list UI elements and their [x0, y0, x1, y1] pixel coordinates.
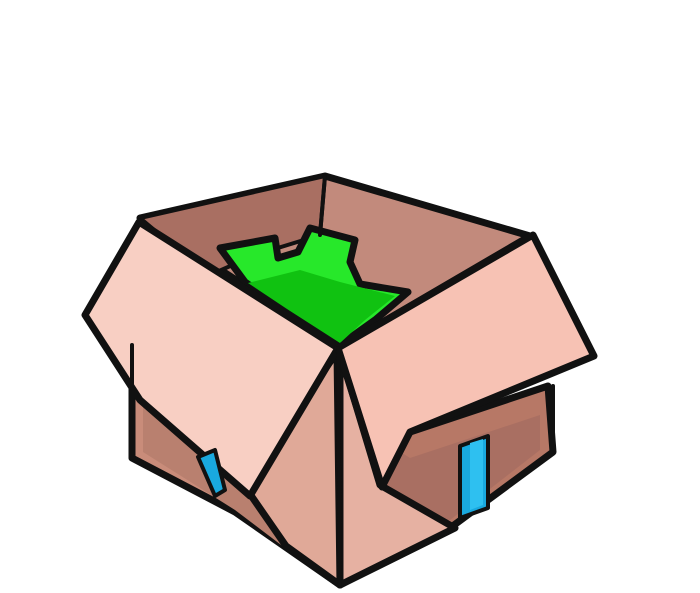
- box-flap-right: [334, 231, 598, 491]
- green-contents-shadow: [248, 270, 395, 343]
- blue-tape-icon-left: [196, 448, 227, 498]
- blue-tape-highlight: [470, 439, 483, 510]
- box-edge-line-2: [336, 346, 342, 587]
- box-edge-line-1: [318, 174, 327, 237]
